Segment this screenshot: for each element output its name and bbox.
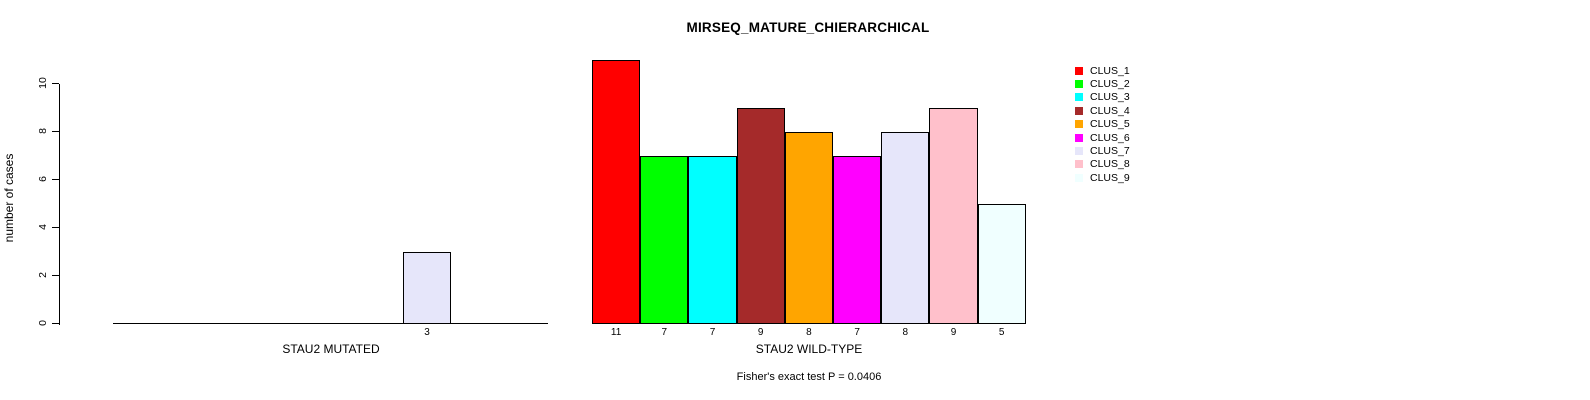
- group-label-stau2-wild-type: STAU2 WILD-TYPE: [755, 342, 863, 356]
- bar-value-label: 7: [709, 327, 716, 338]
- y-tick-label: 2: [37, 272, 49, 278]
- legend-label: CLUS_1: [1090, 64, 1130, 77]
- bar-stau2-wild-type-clus_7: [881, 132, 930, 324]
- legend-label: CLUS_3: [1090, 91, 1130, 104]
- bar-value-label: 8: [806, 327, 812, 338]
- bar-stau2-wild-type-clus_8: [929, 108, 978, 324]
- bar-stau2-wild-type-clus_4: [736, 108, 785, 324]
- bar-stau2-wild-type-clus_6: [833, 156, 882, 324]
- legend-label: CLUS_6: [1090, 131, 1130, 144]
- y-tick: [52, 179, 59, 180]
- bar-stau2-wild-type-clus_9: [977, 204, 1026, 324]
- legend-entry-clus_7: CLUS_7: [1075, 144, 1130, 157]
- y-tick-label: 10: [37, 77, 49, 89]
- x-axis-baseline: [112, 323, 549, 324]
- bar-stau2-wild-type-clus_5: [784, 132, 833, 324]
- bar-value-label: 7: [661, 327, 668, 338]
- bar-value-label: 7: [854, 327, 860, 338]
- legend-entry-clus_6: CLUS_6: [1075, 131, 1130, 144]
- legend-label: CLUS_8: [1090, 158, 1130, 171]
- y-tick: [52, 227, 59, 228]
- bar-value-label: 11: [610, 327, 622, 338]
- legend-swatch: [1075, 80, 1083, 89]
- legend: CLUS_1 CLUS_2 CLUS_3 CLUS_4 CLUS_5 CLUS_6 CLUS…: [1075, 64, 1130, 185]
- legend-swatch: [1075, 93, 1083, 102]
- y-tick: [52, 131, 59, 132]
- legend-label: CLUS_4: [1090, 104, 1130, 117]
- y-axis-label: number of cases: [2, 153, 16, 243]
- legend-entry-clus_9: CLUS_9: [1075, 171, 1130, 184]
- legend-entry-clus_4: CLUS_4: [1075, 104, 1130, 117]
- bar-value-label: 9: [757, 327, 764, 338]
- bar-value-label: 3: [424, 327, 430, 338]
- legend-swatch: [1075, 120, 1083, 129]
- y-tick-label: 4: [37, 224, 49, 230]
- legend-label: CLUS_5: [1090, 118, 1130, 131]
- legend-entry-clus_3: CLUS_3: [1075, 91, 1130, 104]
- legend-entry-clus_8: CLUS_8: [1075, 158, 1130, 171]
- legend-entry-clus_5: CLUS_5: [1075, 118, 1130, 131]
- y-tick-label: 8: [37, 128, 49, 134]
- legend-entry-clus_1: CLUS_1: [1075, 64, 1130, 77]
- chart-title: MIRSEQ_MATURE_CHIERARCHICAL: [686, 20, 930, 35]
- legend-swatch: [1075, 160, 1083, 169]
- y-tick: [52, 83, 59, 84]
- legend-swatch: [1075, 66, 1083, 75]
- legend-swatch: [1075, 106, 1083, 115]
- legend-label: CLUS_7: [1090, 145, 1130, 158]
- legend-label: CLUS_2: [1090, 78, 1130, 91]
- fisher-test-annotation: Fisher's exact test P = 0.0406: [736, 371, 882, 383]
- bar-stau2-wild-type-clus_1: [592, 60, 641, 324]
- bar-stau2-wild-type-clus_3: [688, 156, 737, 324]
- legend-label: CLUS_9: [1090, 171, 1130, 184]
- y-tick: [52, 275, 59, 276]
- bar-value-label: 9: [950, 327, 957, 338]
- bar-value-label: 5: [998, 327, 1005, 338]
- y-axis-line: [59, 84, 60, 325]
- bar-stau2-wild-type-clus_2: [640, 156, 689, 324]
- legend-swatch: [1075, 133, 1083, 142]
- group-label-stau2-mutated: STAU2 MUTATED: [282, 342, 380, 356]
- legend-entry-clus_2: CLUS_2: [1075, 77, 1130, 90]
- bar-value-label: 8: [902, 327, 909, 338]
- y-tick: [52, 323, 59, 324]
- y-tick-label: 6: [37, 176, 49, 182]
- legend-swatch: [1075, 173, 1083, 182]
- bar-stau2-mutated-clus_7: [402, 252, 452, 324]
- legend-swatch: [1075, 147, 1083, 156]
- y-tick-label: 0: [37, 320, 49, 326]
